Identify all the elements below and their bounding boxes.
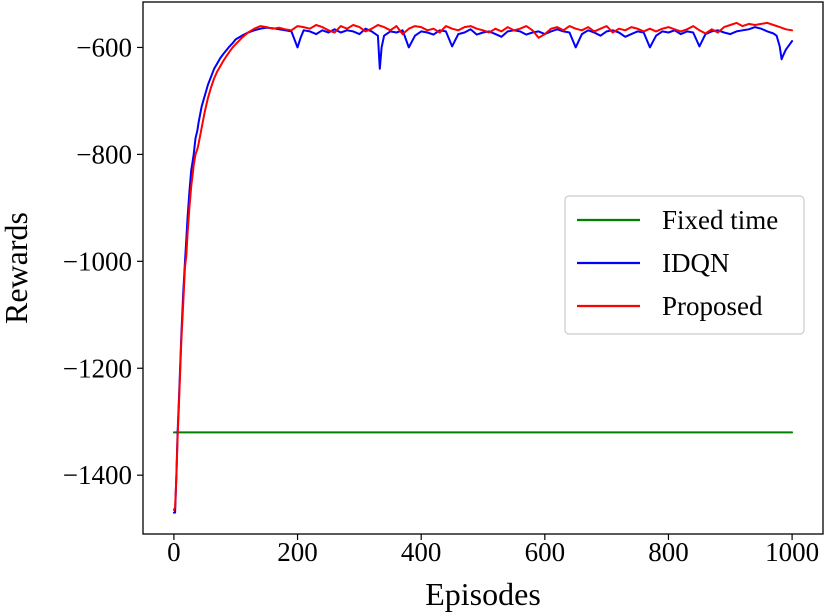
x-tick-label: 400 [401,537,442,567]
x-tick-label: 600 [525,537,566,567]
series-line-1 [172,26,794,514]
legend-label: Proposed [662,291,763,321]
x-tick-label: 1000 [765,537,819,567]
legend: Fixed time IDQN Proposed [564,195,805,335]
legend-box [564,195,805,335]
plot-frame [142,1,824,535]
legend-label: Fixed time [662,205,778,235]
x-axis: 0 200 400 600 800 1000 [167,534,819,567]
legend-label: IDQN [662,248,730,278]
x-tick-label: 200 [277,537,318,567]
series-line-2 [172,21,794,511]
x-tick-label: 0 [167,537,181,567]
y-axis-title: Rewards [0,212,34,324]
y-tick-label: −1400 [63,460,132,490]
y-tick-label: −1200 [63,353,132,383]
x-tick-label: 800 [648,537,689,567]
y-tick-label: −1000 [63,246,132,276]
y-tick-label: −600 [76,32,132,62]
x-axis-title: Episodes [425,576,541,612]
y-axis: −600 −800 −1000 −1200 −1400 [63,32,143,490]
y-tick-label: −800 [76,139,132,169]
series-layer [172,21,794,514]
